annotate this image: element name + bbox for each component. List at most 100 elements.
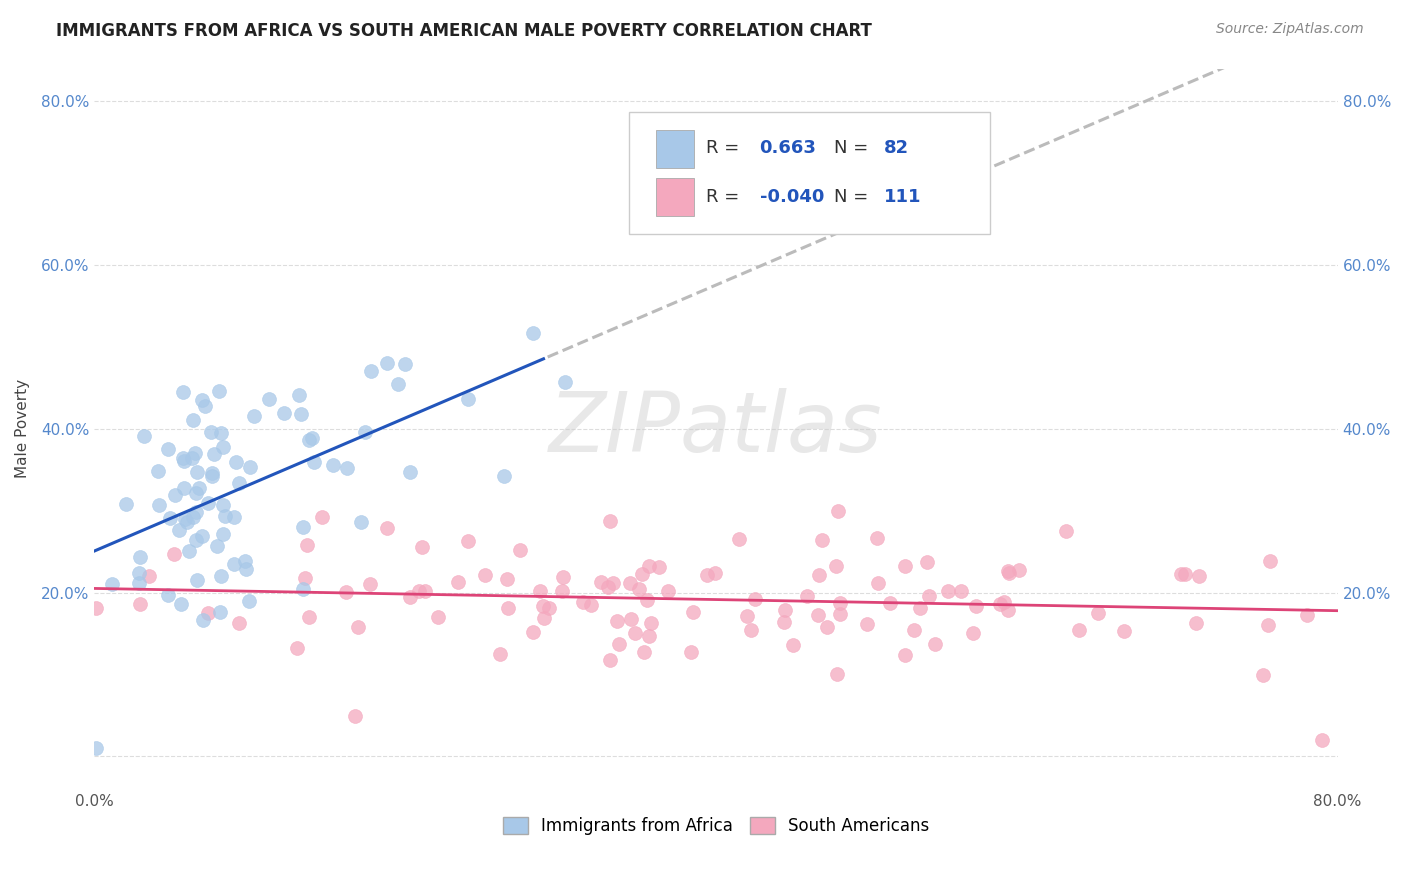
Text: -0.040: -0.040 bbox=[759, 188, 824, 206]
Point bbox=[191, 529, 214, 543]
Point bbox=[211, 526, 233, 541]
Point bbox=[782, 638, 804, 652]
Point bbox=[413, 583, 436, 598]
Point bbox=[866, 532, 889, 546]
Point bbox=[273, 406, 295, 420]
Point bbox=[209, 569, 232, 583]
Point bbox=[411, 540, 433, 554]
Point bbox=[163, 547, 186, 561]
Point bbox=[84, 600, 107, 615]
Point bbox=[202, 447, 225, 461]
Text: IMMIGRANTS FROM AFRICA VS SOUTH AMERICAN MALE POVERTY CORRELATION CHART: IMMIGRANTS FROM AFRICA VS SOUTH AMERICAN… bbox=[56, 22, 872, 40]
Point bbox=[824, 559, 846, 574]
Point bbox=[522, 624, 544, 639]
Point bbox=[186, 533, 208, 548]
Point bbox=[538, 601, 561, 615]
Point bbox=[208, 384, 231, 398]
Point bbox=[474, 568, 496, 582]
Point bbox=[398, 591, 420, 605]
Point bbox=[620, 611, 643, 625]
Point bbox=[522, 326, 544, 340]
Point bbox=[172, 451, 194, 466]
Point bbox=[128, 566, 150, 581]
Point bbox=[201, 469, 224, 483]
Point bbox=[628, 582, 651, 596]
Point bbox=[285, 640, 308, 655]
Point bbox=[894, 559, 917, 574]
Point bbox=[993, 595, 1015, 609]
Point bbox=[200, 425, 222, 440]
Point bbox=[998, 566, 1021, 580]
Point bbox=[201, 466, 224, 480]
Point bbox=[1170, 566, 1192, 581]
Point bbox=[965, 599, 987, 613]
Point bbox=[571, 595, 593, 609]
Y-axis label: Male Poverty: Male Poverty bbox=[15, 379, 30, 478]
Point bbox=[1310, 733, 1333, 747]
Point bbox=[187, 481, 209, 495]
Point bbox=[180, 451, 202, 466]
Point bbox=[696, 568, 718, 582]
Point bbox=[295, 538, 318, 552]
Point bbox=[359, 577, 381, 591]
Text: 82: 82 bbox=[884, 139, 910, 157]
Point bbox=[159, 511, 181, 525]
Point bbox=[681, 645, 703, 659]
Point bbox=[291, 582, 314, 596]
Point bbox=[184, 446, 207, 460]
Point bbox=[138, 569, 160, 583]
Point bbox=[347, 620, 370, 634]
Point bbox=[866, 575, 889, 590]
Point bbox=[1295, 608, 1317, 623]
Point bbox=[238, 594, 260, 608]
Legend: Immigrants from Africa, South Americans: Immigrants from Africa, South Americans bbox=[503, 817, 929, 835]
Point bbox=[1185, 615, 1208, 630]
Point bbox=[427, 610, 450, 624]
Point bbox=[773, 615, 796, 629]
Point bbox=[311, 510, 333, 524]
Point bbox=[399, 465, 422, 479]
Point bbox=[509, 542, 531, 557]
Point bbox=[375, 356, 398, 370]
Point bbox=[194, 400, 217, 414]
Point bbox=[304, 455, 326, 469]
Point bbox=[529, 583, 551, 598]
Point bbox=[84, 741, 107, 756]
Point bbox=[181, 510, 204, 524]
Point bbox=[211, 440, 233, 454]
Point bbox=[173, 481, 195, 495]
Point bbox=[918, 590, 941, 604]
Point bbox=[169, 524, 191, 538]
Point bbox=[197, 495, 219, 509]
Point bbox=[1087, 607, 1109, 621]
Point bbox=[186, 505, 208, 519]
Point bbox=[222, 510, 245, 524]
Point bbox=[1257, 618, 1279, 632]
Point bbox=[228, 476, 250, 491]
Point bbox=[457, 392, 479, 407]
Point bbox=[596, 580, 619, 594]
Point bbox=[1054, 524, 1077, 539]
Point bbox=[893, 648, 915, 662]
Point bbox=[728, 533, 751, 547]
Point bbox=[235, 562, 257, 576]
Point bbox=[630, 566, 652, 581]
Point bbox=[633, 644, 655, 658]
Point bbox=[735, 609, 758, 624]
Point bbox=[936, 583, 959, 598]
Text: ZIPatlas: ZIPatlas bbox=[550, 388, 883, 469]
Point bbox=[197, 606, 219, 620]
Point bbox=[1069, 623, 1091, 637]
Point bbox=[796, 589, 818, 603]
Point bbox=[554, 376, 576, 390]
Point bbox=[375, 521, 398, 535]
Point bbox=[997, 603, 1019, 617]
Point bbox=[553, 570, 575, 584]
Point bbox=[157, 442, 180, 456]
Text: R =: R = bbox=[706, 188, 745, 206]
Point bbox=[827, 504, 849, 518]
Point bbox=[908, 600, 931, 615]
Point bbox=[591, 575, 613, 590]
Point bbox=[825, 667, 848, 681]
Point bbox=[186, 486, 208, 500]
